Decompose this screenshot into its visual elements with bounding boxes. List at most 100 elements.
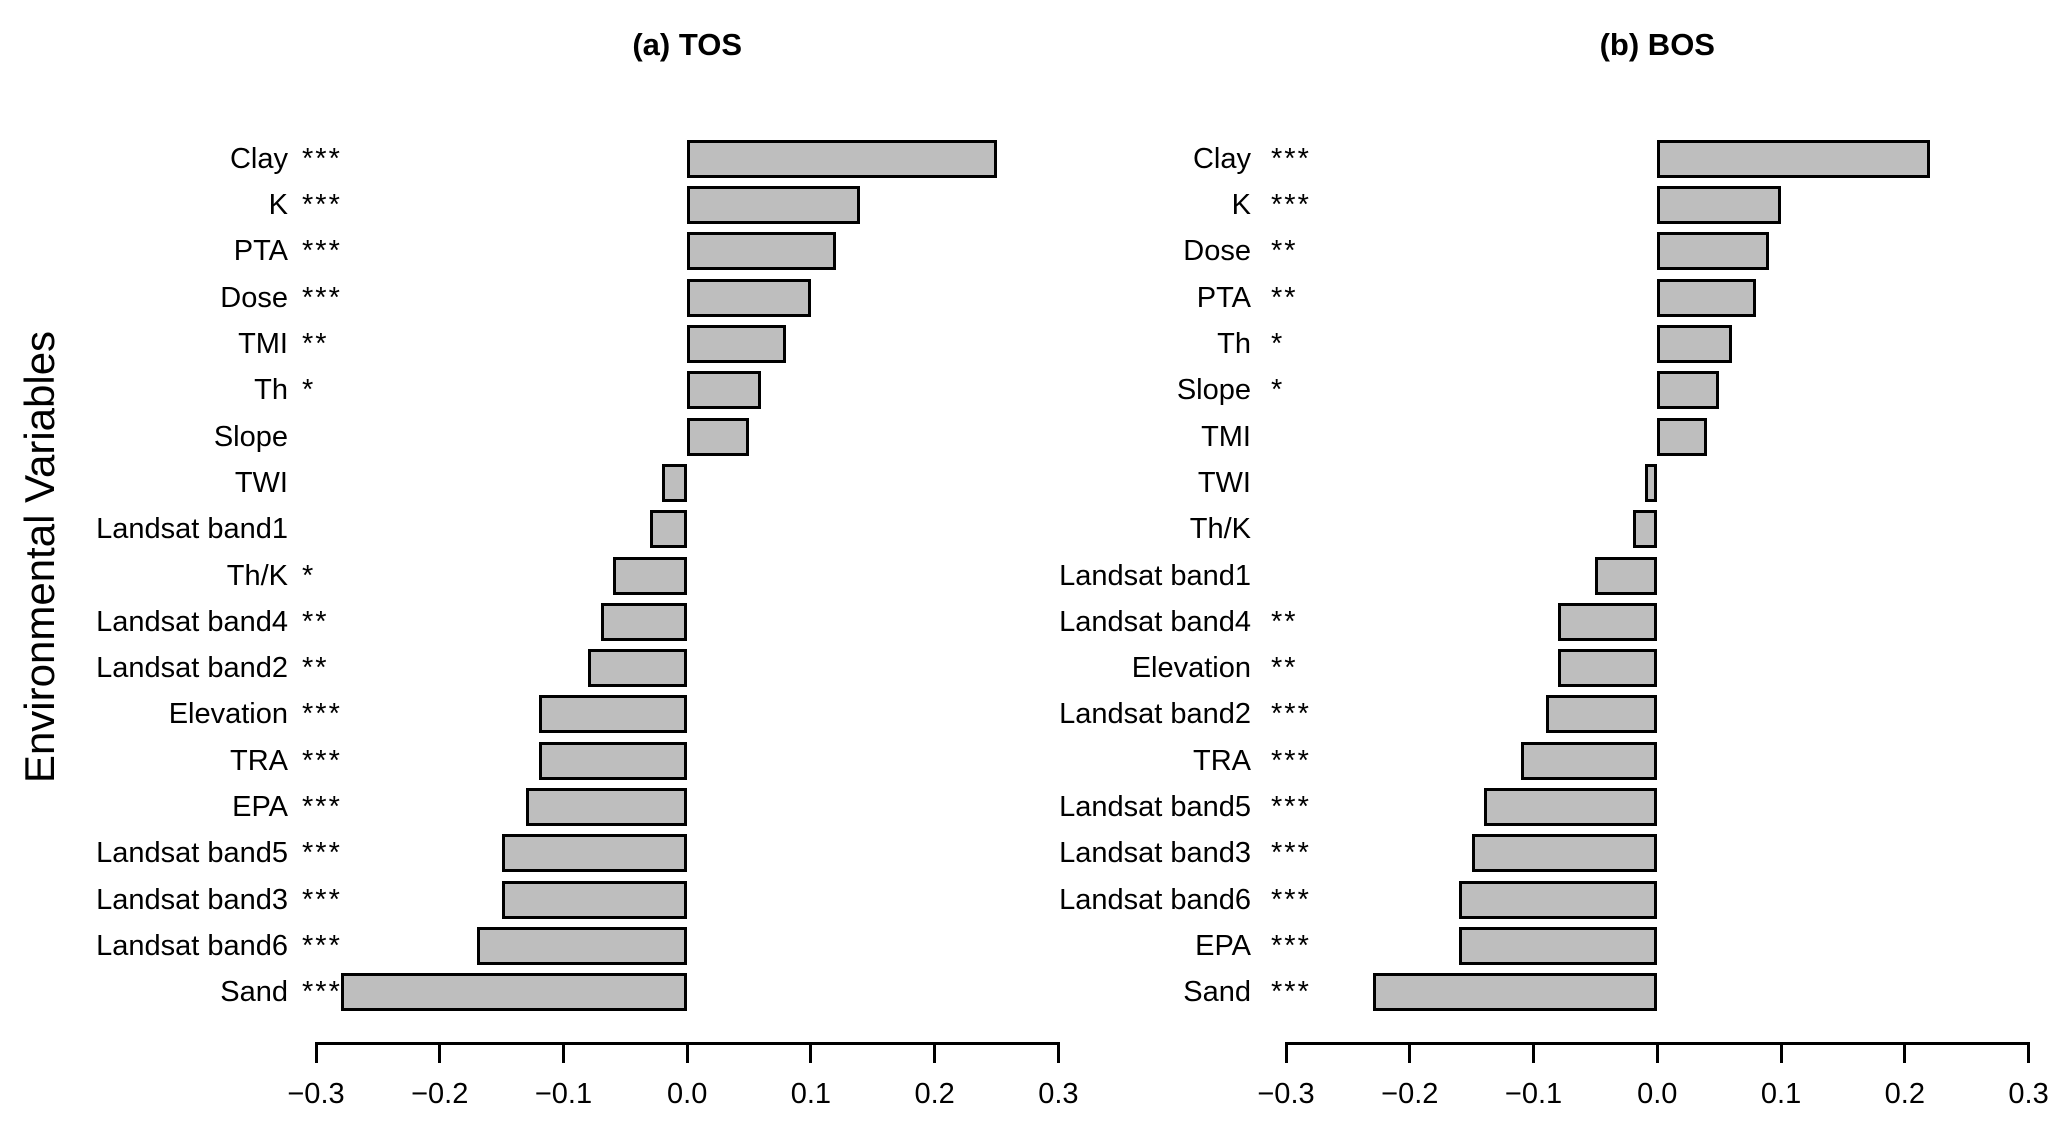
row-label: Dose [1183, 235, 1251, 268]
row-label: Landsat band2 [96, 652, 288, 685]
significance-stars: *** [302, 281, 342, 314]
x-axis-tick [1284, 1042, 1288, 1063]
row-label: Clay [1192, 142, 1251, 175]
bar [687, 186, 861, 225]
significance-stars: *** [302, 698, 342, 731]
row-label: EPA [1195, 929, 1251, 962]
bar [687, 232, 836, 271]
significance-stars: ** [1271, 605, 1298, 638]
row-label: Slope [213, 420, 288, 453]
bar [538, 695, 688, 734]
bar [1459, 880, 1658, 919]
row-label: EPA [232, 791, 288, 823]
significance-stars: * [1271, 374, 1285, 407]
bar [1372, 973, 1658, 1012]
x-axis-tick [2027, 1042, 2031, 1063]
x-axis-tick [438, 1042, 442, 1063]
row-label: K [268, 189, 288, 222]
significance-stars: *** [302, 235, 342, 268]
row-label: Sand [1183, 976, 1251, 1009]
significance-stars: ** [1271, 281, 1298, 314]
bar [687, 139, 997, 178]
row-label: Landsat band6 [1059, 883, 1251, 916]
x-axis-tick-label: −0.2 [1381, 1078, 1439, 1110]
x-axis-tick [1903, 1042, 1907, 1063]
x-axis-tick [1056, 1042, 1060, 1063]
row-label: Th/K [1189, 513, 1251, 546]
row-label: PTA [233, 235, 288, 268]
significance-stars: ** [1271, 652, 1298, 685]
bar [476, 926, 688, 965]
bar [1657, 325, 1732, 363]
row-label: Landsat band1 [1059, 559, 1251, 592]
bar [1558, 649, 1658, 688]
bar [1521, 741, 1658, 780]
x-axis-tick-label: 0.3 [2008, 1078, 2049, 1110]
bar [687, 371, 762, 410]
significance-stars: ** [302, 605, 329, 638]
x-axis-tick-label: −0.3 [287, 1078, 345, 1110]
bar [1657, 417, 1707, 456]
row-label: Th [1217, 328, 1251, 360]
bar [1657, 371, 1720, 410]
bar [340, 973, 688, 1012]
x-axis-tick-label: −0.1 [534, 1078, 593, 1110]
x-axis-tick-label: 0.3 [1038, 1078, 1079, 1110]
x-axis-tick [1532, 1042, 1536, 1063]
significance-stars: * [302, 559, 316, 592]
row-label: Elevation [168, 698, 288, 731]
x-axis-tick [933, 1042, 937, 1063]
row-label: Landsat band4 [1059, 605, 1251, 638]
row-label: TWI [234, 466, 288, 499]
x-axis-tick-label: 0.0 [1637, 1078, 1678, 1110]
x-axis-tick-label: −0.3 [1257, 1078, 1315, 1110]
significance-stars: *** [302, 837, 342, 870]
x-axis-tick [1408, 1042, 1412, 1063]
significance-stars: *** [302, 976, 342, 1009]
x-axis-tick-label: 0.2 [914, 1078, 955, 1110]
bar [1657, 139, 1930, 178]
row-label: Landsat band3 [96, 883, 288, 916]
x-axis-tick-label: −0.1 [1504, 1078, 1563, 1110]
bar [588, 649, 688, 688]
row-label: Landsat band5 [96, 837, 288, 870]
x-axis-tick [314, 1042, 318, 1063]
significance-stars: *** [302, 189, 342, 222]
row-label: TWI [1197, 466, 1251, 499]
bar [662, 463, 688, 502]
significance-stars: *** [302, 883, 342, 916]
significance-stars: *** [302, 744, 342, 777]
row-label: TMI [1201, 420, 1251, 453]
x-axis-tick [1779, 1042, 1783, 1063]
x-axis-tick [561, 1042, 565, 1063]
significance-stars: *** [1271, 142, 1311, 175]
row-label: Slope [1176, 374, 1251, 407]
row-label: Th/K [226, 559, 288, 592]
significance-stars: ** [302, 652, 329, 685]
significance-stars: ** [1271, 235, 1298, 268]
y-axis-label: Environmental Variables [16, 330, 63, 784]
x-axis-tick-label: 0.0 [667, 1078, 708, 1110]
bar [1632, 510, 1658, 549]
significance-stars: *** [1271, 791, 1311, 823]
significance-stars: *** [302, 791, 342, 823]
bar [1558, 602, 1658, 641]
row-label: TMI [238, 328, 288, 360]
row-label: Sand [220, 976, 288, 1009]
significance-stars: *** [302, 929, 342, 962]
significance-stars: *** [1271, 837, 1311, 870]
row-label: K [1231, 189, 1251, 222]
x-axis-tick [1655, 1042, 1659, 1063]
bar [687, 278, 811, 317]
significance-stars: *** [1271, 698, 1311, 731]
row-label: Clay [229, 142, 288, 175]
significance-stars: ** [302, 328, 329, 360]
bar [1657, 186, 1782, 225]
row-label: Elevation [1131, 652, 1251, 685]
bar [1657, 278, 1757, 317]
bar [612, 556, 688, 595]
row-label: Dose [220, 281, 288, 314]
row-label: Landsat band1 [96, 513, 288, 546]
x-axis-tick-label: −0.2 [411, 1078, 469, 1110]
